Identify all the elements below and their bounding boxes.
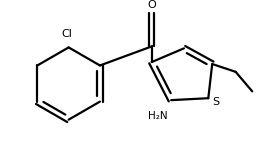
Text: H₂N: H₂N (148, 111, 167, 121)
Text: Cl: Cl (61, 29, 72, 39)
Text: S: S (213, 97, 220, 107)
Text: O: O (147, 0, 156, 10)
